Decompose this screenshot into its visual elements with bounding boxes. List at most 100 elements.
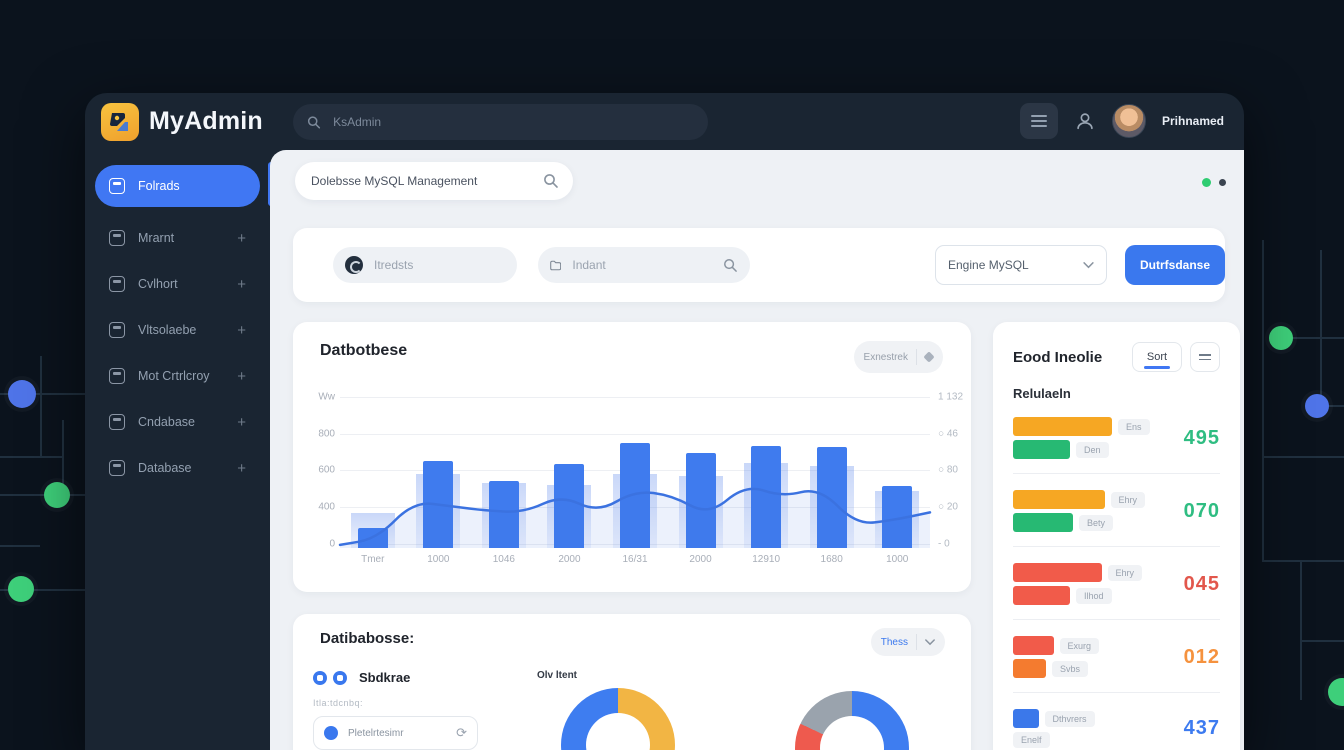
- bar[interactable]: [816, 447, 847, 548]
- filter-field-1[interactable]: [333, 247, 517, 283]
- expand-plus-icon[interactable]: +: [237, 229, 246, 247]
- expand-plus-icon[interactable]: +: [237, 459, 246, 477]
- database-selector-input[interactable]: [346, 726, 449, 740]
- metric-bar-label: Bety: [1079, 514, 1114, 531]
- chart-slot: [602, 393, 668, 548]
- circuit-line: [1300, 640, 1344, 642]
- metric-row: Dthvrers Enelf 437: [1013, 693, 1220, 750]
- divider: [1013, 692, 1220, 693]
- gridline: [340, 397, 930, 398]
- metric-bar[interactable]: [1013, 490, 1105, 509]
- trend-line: [338, 487, 932, 548]
- app-logo-icon: [101, 102, 139, 141]
- user-avatar[interactable]: [1111, 104, 1146, 138]
- gridline: [340, 434, 930, 435]
- global-search[interactable]: [293, 104, 708, 140]
- module-icon: [109, 230, 125, 246]
- y-tick-label: Ww: [318, 391, 335, 403]
- refresh-icon[interactable]: ⟳: [456, 725, 467, 740]
- chart-slot: [668, 393, 734, 548]
- metric-bar[interactable]: [1013, 659, 1046, 678]
- metric-bar[interactable]: [1013, 636, 1054, 655]
- bar[interactable]: [751, 445, 782, 548]
- chevron-down-icon: [1083, 261, 1094, 268]
- expand-plus-icon[interactable]: +: [237, 367, 246, 385]
- expand-plus-icon[interactable]: +: [237, 321, 246, 339]
- sidebar-item-mot-crtrlcroy[interactable]: Mot Crtrlcroy +: [95, 353, 260, 399]
- dashboard-icon: [109, 178, 125, 194]
- sidebar-item-mrarnt[interactable]: Mrarnt +: [95, 215, 260, 261]
- y-tick-label: - 0: [938, 538, 950, 550]
- filter-input-2[interactable]: [570, 257, 714, 273]
- filter-input-1[interactable]: [372, 257, 505, 273]
- circuit-line: [62, 420, 64, 496]
- databases-button[interactable]: Dutrfsdanse: [1125, 245, 1225, 285]
- metric-bar[interactable]: [1013, 440, 1070, 459]
- metric-bar[interactable]: [1013, 709, 1039, 728]
- storage-icon: [313, 670, 327, 685]
- search-icon: [724, 258, 737, 272]
- bar[interactable]: [685, 453, 716, 548]
- donut-hole: [586, 713, 650, 750]
- metrics-panel: Eood Ineolie Sort Relulaeln Ens Den 495 Ehr…: [993, 322, 1240, 750]
- engine-select[interactable]: Engine MySQL: [935, 245, 1107, 285]
- bar[interactable]: [554, 464, 585, 548]
- sidebar-item-vltsolaebe[interactable]: Vltsolaebe +: [95, 307, 260, 353]
- metric-bar-label: Enelf: [1013, 732, 1050, 748]
- circuit-line: [1300, 560, 1302, 700]
- storage-title: Sbdkrae: [359, 670, 411, 685]
- sort-button[interactable]: Sort: [1132, 342, 1182, 372]
- filter-toolbar: Engine MySQL Dutrfsdanse: [293, 228, 1225, 302]
- bar[interactable]: [619, 442, 650, 548]
- sidebar-item-cndabase[interactable]: Cndabase +: [95, 399, 260, 445]
- circuit-line: [1280, 337, 1344, 339]
- user-icon[interactable]: [1074, 110, 1096, 132]
- module-icon: [109, 276, 125, 292]
- circuit-node-icon: [8, 380, 36, 408]
- databases-view-button[interactable]: Thess: [870, 628, 945, 656]
- chart-filter-button[interactable]: Exnestrek: [853, 341, 943, 373]
- menu-button[interactable]: [1190, 342, 1220, 372]
- bar[interactable]: [488, 481, 519, 548]
- sidebar-item-database[interactable]: Database +: [95, 445, 260, 491]
- apps-menu-button[interactable]: [1019, 103, 1058, 139]
- metric-bar[interactable]: [1013, 417, 1112, 436]
- metric-value: 012: [1183, 645, 1220, 668]
- module-icon: [109, 368, 125, 384]
- search-icon: [544, 174, 558, 188]
- chart-slot: [733, 393, 799, 548]
- metric-value: 495: [1183, 426, 1220, 449]
- filter-field-2[interactable]: [538, 247, 750, 283]
- metric-row: Ehry Bety 070: [1013, 474, 1220, 546]
- metric-row: Ehry Ilhod 045: [1013, 547, 1220, 619]
- status-indicators: [1202, 178, 1226, 187]
- sidebar-item-label: Cvlhort: [138, 277, 178, 291]
- circuit-line: [0, 494, 85, 496]
- main-content: Engine MySQL Dutrfsdanse Datbotbese Exne…: [270, 150, 1244, 750]
- storage-icon: [333, 670, 347, 685]
- y-tick-label: 800: [318, 428, 335, 440]
- circuit-line: [1262, 240, 1264, 562]
- page-search-input[interactable]: [309, 173, 543, 189]
- circuit-node-icon: [1305, 394, 1329, 418]
- app-logo[interactable]: MyAdmin: [85, 102, 263, 141]
- circuit-node-icon: [1328, 678, 1344, 706]
- global-search-input[interactable]: [331, 114, 694, 130]
- circuit-line: [0, 589, 85, 591]
- metrics-rows: Ens Den 495 Ehry Bety 070 Ehry Ilhod 045 Exurg Svb…: [1013, 401, 1220, 750]
- circuit-line: [1316, 405, 1344, 407]
- metric-bar[interactable]: [1013, 513, 1073, 532]
- expand-plus-icon[interactable]: +: [237, 413, 246, 431]
- database-selector[interactable]: ⟳: [313, 716, 478, 750]
- expand-plus-icon[interactable]: +: [237, 275, 246, 293]
- sidebar-item-cvlhort[interactable]: Cvlhort +: [95, 261, 260, 307]
- circuit-line: [0, 545, 40, 547]
- page-search[interactable]: [295, 162, 573, 200]
- metric-value: 045: [1183, 572, 1220, 595]
- circuit-line: [0, 393, 85, 395]
- metric-bar[interactable]: [1013, 563, 1102, 582]
- metric-bar[interactable]: [1013, 586, 1070, 605]
- sidebar-item-label: Database: [138, 461, 192, 475]
- sidebar-item-folrads[interactable]: Folrads: [95, 165, 260, 207]
- metric-bar-label: Ehry: [1107, 564, 1143, 581]
